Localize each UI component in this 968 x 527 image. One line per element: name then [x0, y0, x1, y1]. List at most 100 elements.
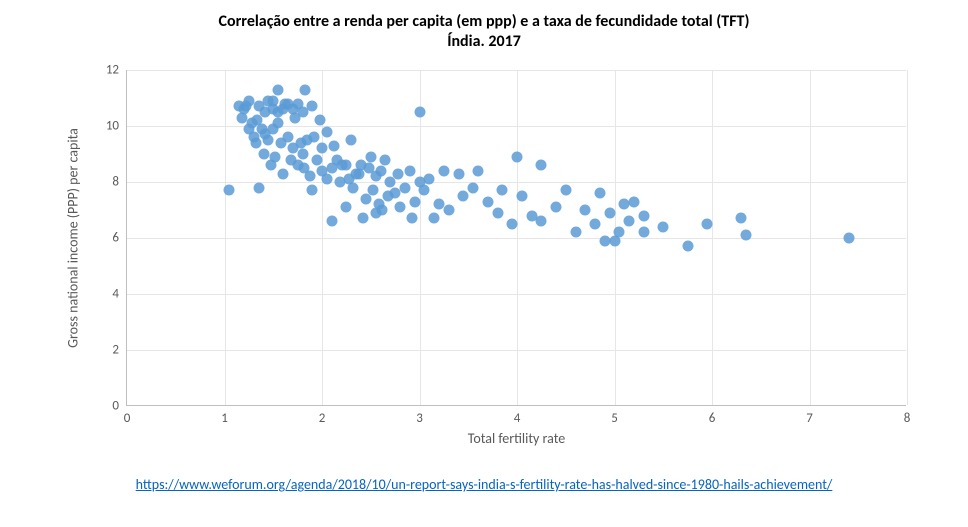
scatter-point: [263, 135, 274, 146]
scatter-point: [419, 185, 430, 196]
scatter-point: [300, 84, 311, 95]
scatter-point: [658, 221, 669, 232]
x-tick-label: 5: [611, 405, 618, 426]
y-tick-label: 10: [106, 119, 127, 134]
scatter-point: [516, 191, 527, 202]
scatter-point: [492, 207, 503, 218]
scatter-point: [348, 182, 359, 193]
x-axis-label: Total fertility rate: [468, 430, 565, 447]
scatter-point: [443, 205, 454, 216]
scatter-point: [273, 118, 284, 129]
scatter-point: [393, 168, 404, 179]
scatter-point: [273, 84, 284, 95]
scatter-point: [365, 151, 376, 162]
scatter-point: [307, 185, 318, 196]
chart-container: Correlação entre a renda per capita (em …: [0, 0, 968, 527]
scatter-point: [253, 182, 264, 193]
scatter-point: [638, 210, 649, 221]
scatter-point: [468, 182, 479, 193]
scatter-point: [702, 219, 713, 230]
scatter-point: [560, 185, 571, 196]
plot-area: Gross national income (PPP) per capita T…: [126, 70, 906, 406]
scatter-point: [409, 196, 420, 207]
scatter-point: [482, 196, 493, 207]
scatter-point: [309, 132, 320, 143]
y-axis-label: Gross national income (PPP) per capita: [65, 128, 82, 348]
scatter-point: [741, 230, 752, 241]
scatter-point: [604, 207, 615, 218]
scatter-point: [270, 151, 281, 162]
scatter-point: [536, 216, 547, 227]
scatter-point: [375, 165, 386, 176]
gridline-v: [712, 70, 713, 405]
scatter-point: [321, 126, 332, 137]
scatter-point: [341, 202, 352, 213]
scatter-point: [614, 227, 625, 238]
scatter-point: [682, 241, 693, 252]
scatter-point: [395, 202, 406, 213]
scatter-point: [321, 174, 332, 185]
gridline-v: [907, 70, 908, 405]
scatter-point: [399, 182, 410, 193]
scatter-point: [317, 143, 328, 154]
scatter-point: [638, 227, 649, 238]
source-link[interactable]: https://www.weforum.org/agenda/2018/10/u…: [0, 476, 968, 493]
scatter-point: [224, 185, 235, 196]
scatter-point: [414, 107, 425, 118]
scatter-point: [367, 185, 378, 196]
scatter-point: [473, 165, 484, 176]
scatter-point: [297, 149, 308, 160]
scatter-point: [326, 216, 337, 227]
x-tick-label: 3: [416, 405, 423, 426]
scatter-point: [843, 233, 854, 244]
scatter-point: [438, 165, 449, 176]
x-tick-label: 0: [124, 405, 131, 426]
scatter-point: [268, 95, 279, 106]
y-tick-label: 8: [112, 175, 127, 190]
scatter-point: [278, 168, 289, 179]
scatter-point: [357, 213, 368, 224]
scatter-point: [424, 174, 435, 185]
x-tick-label: 2: [319, 405, 326, 426]
scatter-point: [282, 132, 293, 143]
source-url-text: https://www.weforum.org/agenda/2018/10/u…: [136, 476, 833, 493]
scatter-point: [315, 115, 326, 126]
title-line-1: Correlação entre a renda per capita (em …: [219, 12, 750, 31]
y-tick-label: 12: [106, 63, 127, 78]
scatter-point: [580, 205, 591, 216]
scatter-point: [307, 101, 318, 112]
scatter-point: [551, 202, 562, 213]
chart-box: Gross national income (PPP) per capita T…: [44, 62, 924, 462]
scatter-point: [406, 213, 417, 224]
y-tick-label: 2: [112, 343, 127, 358]
scatter-point: [258, 149, 269, 160]
gridline-v: [810, 70, 811, 405]
scatter-point: [328, 140, 339, 151]
scatter-point: [507, 219, 518, 230]
x-tick-label: 6: [709, 405, 716, 426]
scatter-point: [404, 165, 415, 176]
scatter-point: [512, 151, 523, 162]
scatter-point: [497, 185, 508, 196]
scatter-point: [736, 213, 747, 224]
scatter-point: [380, 154, 391, 165]
scatter-point: [312, 154, 323, 165]
scatter-point: [341, 160, 352, 171]
scatter-point: [629, 196, 640, 207]
scatter-point: [453, 168, 464, 179]
scatter-point: [624, 216, 635, 227]
scatter-point: [377, 205, 388, 216]
gridline-v: [517, 70, 518, 405]
scatter-point: [594, 188, 605, 199]
x-tick-label: 7: [806, 405, 813, 426]
scatter-point: [250, 137, 261, 148]
scatter-point: [590, 219, 601, 230]
scatter-point: [570, 227, 581, 238]
y-tick-label: 6: [112, 231, 127, 246]
gridline-v: [420, 70, 421, 405]
chart-title: Correlação entre a renda per capita (em …: [0, 12, 968, 52]
gridline-v: [225, 70, 226, 405]
x-tick-label: 8: [904, 405, 911, 426]
scatter-point: [536, 160, 547, 171]
scatter-point: [458, 191, 469, 202]
